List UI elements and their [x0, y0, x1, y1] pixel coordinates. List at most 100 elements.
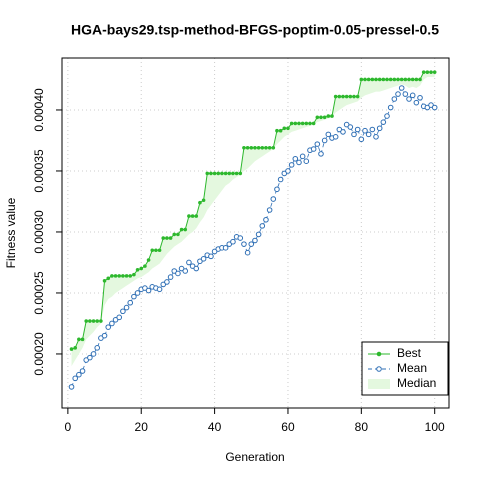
best-point [157, 248, 162, 253]
best-point [73, 346, 78, 350]
best-point [381, 77, 386, 82]
best-point [385, 77, 389, 82]
x-tick-label: 0 [65, 420, 72, 434]
best-point [249, 145, 254, 150]
x-tick-label: 80 [355, 420, 369, 434]
best-point [297, 121, 301, 126]
best-point [234, 171, 239, 176]
best-point [421, 70, 426, 74]
legend-marker [376, 351, 382, 357]
mean-point [354, 126, 361, 133]
best-point [330, 114, 334, 118]
mean-point [285, 168, 291, 174]
best-point [113, 274, 118, 278]
best-point [348, 94, 353, 99]
best-point [194, 214, 199, 218]
mean-point [156, 286, 163, 293]
best-point [425, 70, 430, 74]
mean-point [395, 91, 401, 97]
best-point [161, 236, 166, 240]
mean-point [237, 235, 244, 241]
best-point [282, 126, 287, 131]
mean-point [406, 96, 412, 102]
legend-label: Best [397, 346, 422, 360]
best-point [205, 171, 210, 176]
mean-point [266, 207, 273, 213]
mean-point [87, 354, 93, 361]
mean-point [340, 129, 346, 135]
x-tick-label: 20 [135, 420, 149, 434]
best-point [245, 145, 250, 150]
best-point [102, 278, 107, 283]
best-point [374, 77, 378, 82]
mean-point [365, 131, 372, 138]
mean-point [310, 146, 317, 152]
mean-point [384, 113, 390, 119]
mean-point [303, 158, 310, 165]
mean-point [431, 104, 438, 111]
chart-title: HGA-bays29.tsp-method-BFGS-poptim-0.05-p… [71, 22, 439, 38]
mean-point [391, 96, 398, 102]
mean-point [182, 268, 189, 274]
x-tick-label: 100 [425, 420, 445, 434]
mean-point [409, 92, 416, 99]
mean-point [402, 91, 409, 97]
best-point [355, 94, 360, 99]
best-point [377, 77, 382, 82]
best-point [176, 232, 180, 237]
best-point [110, 274, 114, 278]
best-point [326, 114, 331, 118]
best-point [429, 70, 433, 74]
mean-point [101, 332, 108, 339]
best-point [238, 171, 243, 176]
best-point [304, 121, 309, 126]
mean-point [263, 216, 269, 223]
best-point [344, 94, 349, 99]
best-point [341, 94, 345, 99]
best-point [121, 274, 125, 278]
best-point [95, 319, 100, 323]
mean-point [288, 162, 295, 168]
best-point [209, 171, 213, 176]
best-point [84, 319, 89, 323]
legend-swatch [368, 379, 390, 389]
best-point [154, 248, 158, 253]
best-point [275, 128, 279, 133]
mean-point [72, 375, 79, 382]
mean-point [387, 104, 394, 111]
best-point [264, 145, 268, 150]
mean-point [369, 126, 376, 133]
mean-point [134, 290, 141, 296]
best-point [212, 171, 217, 176]
mean-point [109, 320, 115, 327]
best-point [143, 264, 147, 268]
best-point [168, 236, 173, 240]
best-point [91, 319, 96, 323]
best-point [179, 227, 184, 232]
best-point [227, 171, 232, 176]
best-point [414, 77, 419, 82]
legend-marker [376, 366, 382, 372]
best-point [311, 121, 316, 126]
mean-point [351, 131, 357, 138]
mean-point [200, 256, 207, 262]
mean-point [230, 238, 236, 245]
best-point [308, 121, 312, 126]
mean-point [167, 274, 174, 280]
best-point [77, 337, 81, 342]
best-point [289, 121, 294, 126]
median-band [71, 72, 435, 367]
mean-point [244, 249, 251, 256]
best-point [388, 77, 393, 82]
best-point [293, 121, 298, 126]
best-point [124, 274, 129, 278]
mean-point [248, 241, 255, 247]
best-point [201, 198, 206, 203]
best-point [165, 236, 169, 240]
best-point [223, 171, 228, 176]
best-point [399, 77, 404, 82]
best-point [410, 77, 415, 82]
mean-point [120, 308, 126, 315]
best-point [69, 347, 74, 351]
